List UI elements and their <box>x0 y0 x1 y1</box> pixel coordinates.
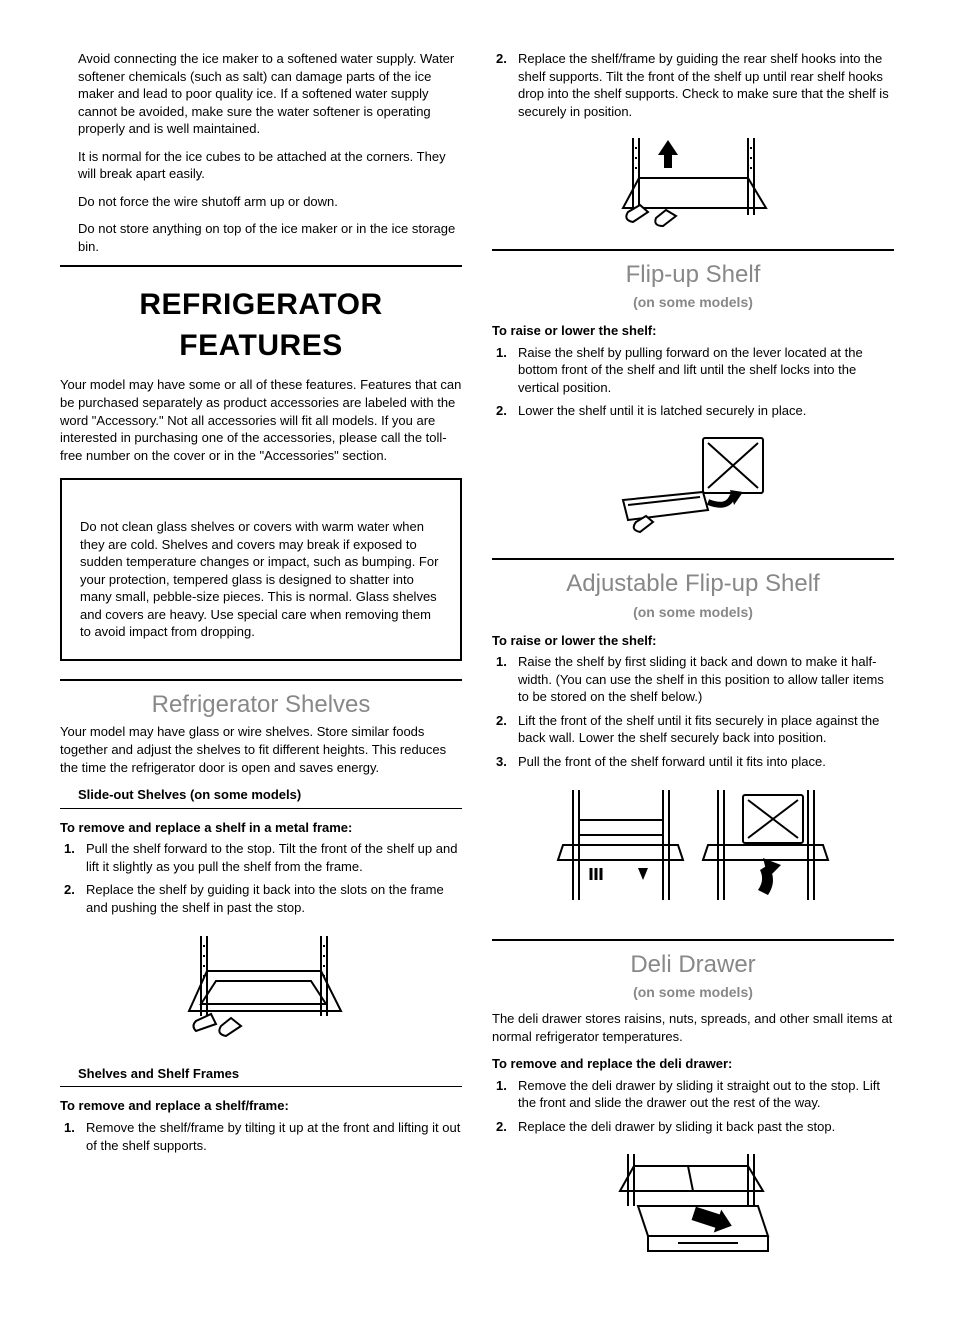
shelf-frame-steps-cont: Replace the shelf/frame by guiding the r… <box>492 50 894 120</box>
deli-drawer-icon <box>608 1146 778 1266</box>
glass-warning-box: Do not clean glass shelves or covers wit… <box>60 478 462 661</box>
deli-title: Deli Drawer <box>492 949 894 981</box>
step: Pull the front of the shelf forward unti… <box>492 753 894 771</box>
shelf-replace-icon <box>608 130 778 230</box>
adj-flipup-figure <box>492 780 894 925</box>
ice-note-3: Do not force the wire shutoff arm up or … <box>78 193 462 211</box>
step: Lower the shelf until it is latched secu… <box>492 402 894 420</box>
shelf-replace-figure <box>492 130 894 235</box>
main-title: REFRIGERATOR FEATURES <box>60 285 462 366</box>
metal-frame-steps: Pull the shelf forward to the stop. Tilt… <box>60 840 462 916</box>
refrigerator-shelves-title: Refrigerator Shelves <box>60 689 462 721</box>
adj-flipup-steps: Raise the shelf by first sliding it back… <box>492 653 894 770</box>
page-columns: Avoid connecting the ice maker to a soft… <box>60 50 894 1284</box>
step: Replace the shelf by guiding it back int… <box>60 881 462 916</box>
step: Replace the deli drawer by sliding it ba… <box>492 1118 894 1136</box>
deli-subtitle: (on some models) <box>492 983 894 1002</box>
shelf-frame-steps: Remove the shelf/frame by tilting it up … <box>60 1119 462 1154</box>
divider <box>60 265 462 267</box>
shelf-frame-sub: To remove and replace a shelf/frame: <box>60 1097 462 1115</box>
adj-flipup-heading: To raise or lower the shelf: <box>492 632 894 650</box>
step: Replace the shelf/frame by guiding the r… <box>492 50 894 120</box>
glass-warning-text: Do not clean glass shelves or covers wit… <box>80 519 438 639</box>
right-column: Replace the shelf/frame by guiding the r… <box>492 50 894 1284</box>
step: Raise the shelf by first sliding it back… <box>492 653 894 706</box>
ice-note-1: Avoid connecting the ice maker to a soft… <box>78 50 462 138</box>
metal-frame-heading: To remove and replace a shelf in a metal… <box>60 819 462 837</box>
flipup-figure <box>492 430 894 545</box>
adj-flipup-subtitle: (on some models) <box>492 603 894 622</box>
deli-heading: To remove and replace the deli drawer: <box>492 1055 894 1073</box>
deli-intro: The deli drawer stores raisins, nuts, sp… <box>492 1010 894 1045</box>
flipup-steps: Raise the shelf by pulling forward on th… <box>492 344 894 420</box>
left-column: Avoid connecting the ice maker to a soft… <box>60 50 462 1284</box>
flipup-heading: To raise or lower the shelf: <box>492 322 894 340</box>
divider <box>60 808 462 809</box>
divider <box>60 679 462 681</box>
deli-drawer-figure <box>492 1146 894 1271</box>
step: Remove the deli drawer by sliding it str… <box>492 1077 894 1112</box>
step: Raise the shelf by pulling forward on th… <box>492 344 894 397</box>
ice-maker-notes: Avoid connecting the ice maker to a soft… <box>60 50 462 255</box>
divider <box>492 558 894 560</box>
shelf-slideout-figure <box>60 926 462 1051</box>
ice-note-2: It is normal for the ice cubes to be att… <box>78 148 462 183</box>
adj-flipup-title: Adjustable Flip-up Shelf <box>492 568 894 600</box>
adj-flipup-icon <box>543 780 843 920</box>
divider <box>492 939 894 941</box>
shelves-intro: Your model may have glass or wire shelve… <box>60 723 462 776</box>
shelf-illustration-icon <box>171 926 351 1046</box>
step: Remove the shelf/frame by tilting it up … <box>60 1119 462 1154</box>
step: Pull the shelf forward to the stop. Tilt… <box>60 840 462 875</box>
step: Lift the front of the shelf until it fit… <box>492 712 894 747</box>
flipup-icon <box>608 430 778 540</box>
flipup-title: Flip-up Shelf <box>492 259 894 291</box>
shelf-frames-heading: Shelves and Shelf Frames <box>78 1065 462 1083</box>
features-intro: Your model may have some or all of these… <box>60 376 462 464</box>
deli-steps: Remove the deli drawer by sliding it str… <box>492 1077 894 1136</box>
divider <box>492 249 894 251</box>
slideout-heading: Slide-out Shelves (on some models) <box>78 786 462 804</box>
ice-note-4: Do not store anything on top of the ice … <box>78 220 462 255</box>
flipup-subtitle: (on some models) <box>492 293 894 312</box>
divider <box>60 1086 462 1087</box>
